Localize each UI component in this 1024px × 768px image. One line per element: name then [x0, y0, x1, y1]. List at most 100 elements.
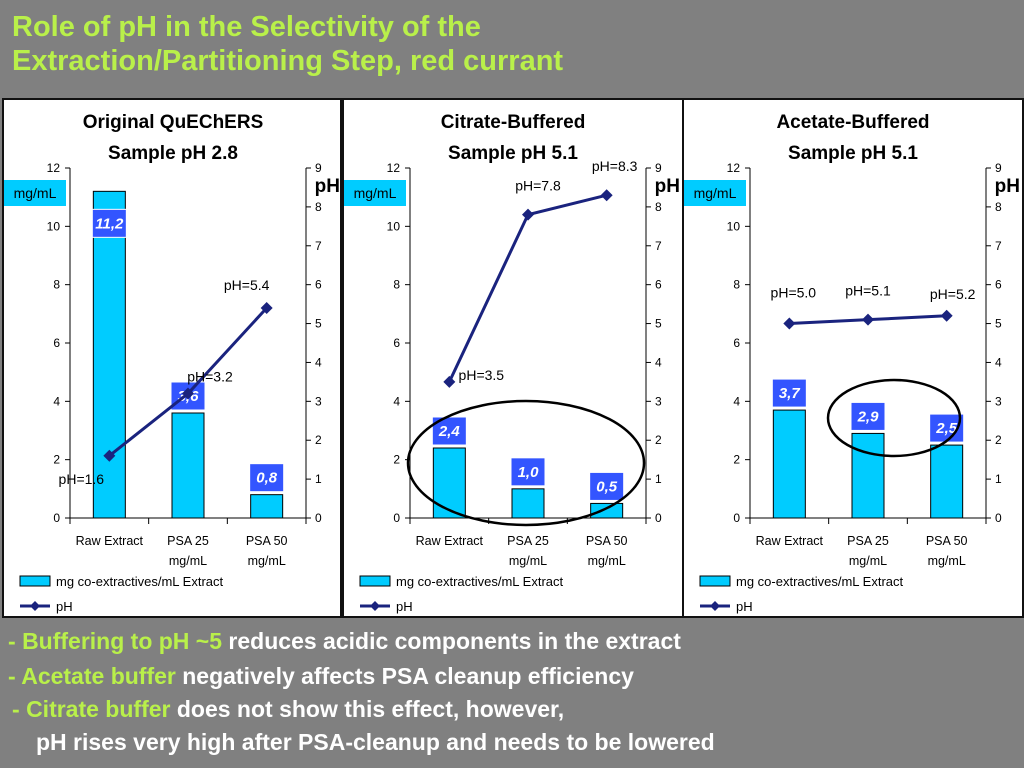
bar [772, 409, 806, 519]
bullet-list: - Buffering to pH ~5 reduces acidic comp… [8, 624, 715, 760]
y-left-tick-label: 8 [53, 278, 60, 292]
bar-data-label-text: 3,7 [779, 385, 801, 402]
bar [511, 488, 545, 519]
y-left-label: mg/mL [14, 185, 57, 201]
y-left-label: mg/mL [694, 185, 737, 201]
chart-panel-citrate: Citrate-Buffered Sample pH 5.1 0 2 4 6 8 10 12 0 1… [342, 98, 684, 618]
x-category-label: mg/mL [588, 554, 626, 568]
slide-title-line2: Extraction/Partitioning Step, red curran… [12, 45, 564, 77]
y-right-tick-label: 2 [995, 433, 1002, 447]
bar-data-label-box [771, 378, 807, 408]
bullet-4: pH rises very high after PSA-cleanup and… [36, 725, 715, 760]
y-left-tick-label: 12 [387, 161, 401, 175]
ph-marker [103, 449, 116, 462]
bar-data-label: 2,9 [850, 401, 886, 431]
y-left-tick-label: 10 [47, 219, 61, 233]
y-left-tick-label: 4 [393, 394, 400, 408]
legend-line-marker [710, 601, 720, 611]
legend-bar-label: mg co-extractives/mL Extract [736, 574, 904, 589]
ph-marker [862, 313, 874, 326]
y-left-tick-label: 4 [53, 394, 60, 408]
legend-line-marker [30, 601, 40, 611]
x-category-label: Raw Extract [76, 534, 144, 548]
bullet-2: - Acetate buffer negatively affects PSA … [8, 659, 715, 694]
legend-line-label: pH [396, 599, 413, 614]
y-right-tick-label: 0 [995, 511, 1002, 525]
y-right-tick-label: 5 [655, 317, 662, 331]
ph-data-label: pH=1.6 [59, 471, 105, 487]
highlight-ellipse [826, 378, 962, 458]
y-right-tick-label: 8 [315, 200, 322, 214]
ph-data-label: pH=7.8 [515, 178, 561, 194]
x-category-label: mg/mL [169, 554, 207, 568]
ph-line [447, 193, 608, 383]
ph-data-label: pH=8.3 [592, 158, 638, 174]
y-right-tick-label: 6 [655, 278, 662, 292]
y-right-tick-label: 3 [655, 394, 662, 408]
bar-data-label-text: 11,2 [95, 215, 124, 232]
y-right-tick-label: 5 [995, 317, 1002, 331]
x-category-label: mg/mL [849, 554, 887, 568]
y-left-tick-label: 6 [733, 336, 740, 350]
y-left-label-box [344, 180, 406, 206]
ph-marker [182, 387, 194, 400]
bar-data-label: 0,5 [589, 471, 625, 501]
x-category-label: mg/mL [928, 554, 966, 568]
y-right-tick-label: 4 [655, 355, 662, 369]
x-category-label: PSA 50 [586, 534, 628, 548]
chart-title-line1: Original QuEChERS [83, 112, 264, 133]
y-left-tick-label: 0 [393, 511, 400, 525]
ph-data-label: pH=5.4 [224, 277, 270, 293]
y-left-tick-label: 8 [393, 278, 400, 292]
ph-data-label: pH=3.5 [459, 367, 505, 383]
slide-title-line1: Role of pH in the Selectivity of the [12, 11, 481, 43]
chart-title-line2: Sample pH 2.8 [108, 143, 238, 164]
y-right-tick-label: 1 [315, 472, 322, 486]
chart-panel-original: Original QuEChERS Sample pH 2.8 0 2 4 6 8 10 12 0… [2, 98, 342, 618]
bullet-highlight: Acetate buffer [21, 663, 176, 689]
highlight-ellipse [406, 399, 646, 527]
bar-data-label-text: 0,8 [256, 470, 278, 487]
ph-data-label: pH=5.1 [845, 283, 891, 299]
ph-marker [940, 309, 953, 322]
y-right-tick-label: 7 [315, 239, 322, 253]
bullet-prefix: - [8, 663, 22, 689]
bullet-1: - Buffering to pH ~5 reduces acidic comp… [8, 624, 715, 659]
ph-marker [443, 375, 456, 388]
x-category-label: Raw Extract [756, 534, 824, 548]
y-left-tick-label: 2 [393, 453, 400, 467]
legend-bar-label: mg co-extractives/mL Extract [56, 574, 224, 589]
bar [432, 447, 466, 519]
x-category-label: mg/mL [509, 554, 547, 568]
bullet-highlight: Citrate buffer [26, 696, 171, 722]
bar-data-label: 2,4 [431, 416, 467, 446]
y-right-tick-label: 6 [315, 278, 322, 292]
chart-title-line1: Acetate-Buffered [776, 112, 929, 133]
y-right-tick-label: 6 [995, 278, 1002, 292]
bar-data-label-box [431, 416, 467, 446]
y-right-tick-label: 1 [995, 472, 1002, 486]
bar-data-label-box [249, 463, 285, 493]
ph-data-label: pH=5.2 [930, 286, 976, 302]
bar-data-label-box [91, 208, 127, 238]
y-right-tick-label: 0 [315, 511, 322, 525]
bullet-prefix: - [8, 628, 23, 654]
bar-data-label-text: 1,0 [518, 464, 540, 481]
ph-marker [522, 208, 534, 221]
y-right-tick-label: 4 [995, 355, 1002, 369]
bar-data-label-box [510, 457, 546, 487]
legend-bar-label: mg co-extractives/mL Extract [396, 574, 564, 589]
y-left-tick-label: 2 [53, 453, 60, 467]
bar [590, 502, 624, 519]
y-right-tick-label: 3 [315, 394, 322, 408]
chart-title-line1: Citrate-Buffered [441, 112, 586, 133]
y-left-tick-label: 4 [733, 394, 740, 408]
bullet-highlight: Buffering to pH ~5 [22, 628, 223, 654]
y-left-tick-label: 10 [727, 219, 741, 233]
ph-marker [783, 317, 796, 330]
y-left-label-box [4, 180, 66, 206]
bullet-3: - Citrate buffer does not show this effe… [12, 692, 715, 727]
